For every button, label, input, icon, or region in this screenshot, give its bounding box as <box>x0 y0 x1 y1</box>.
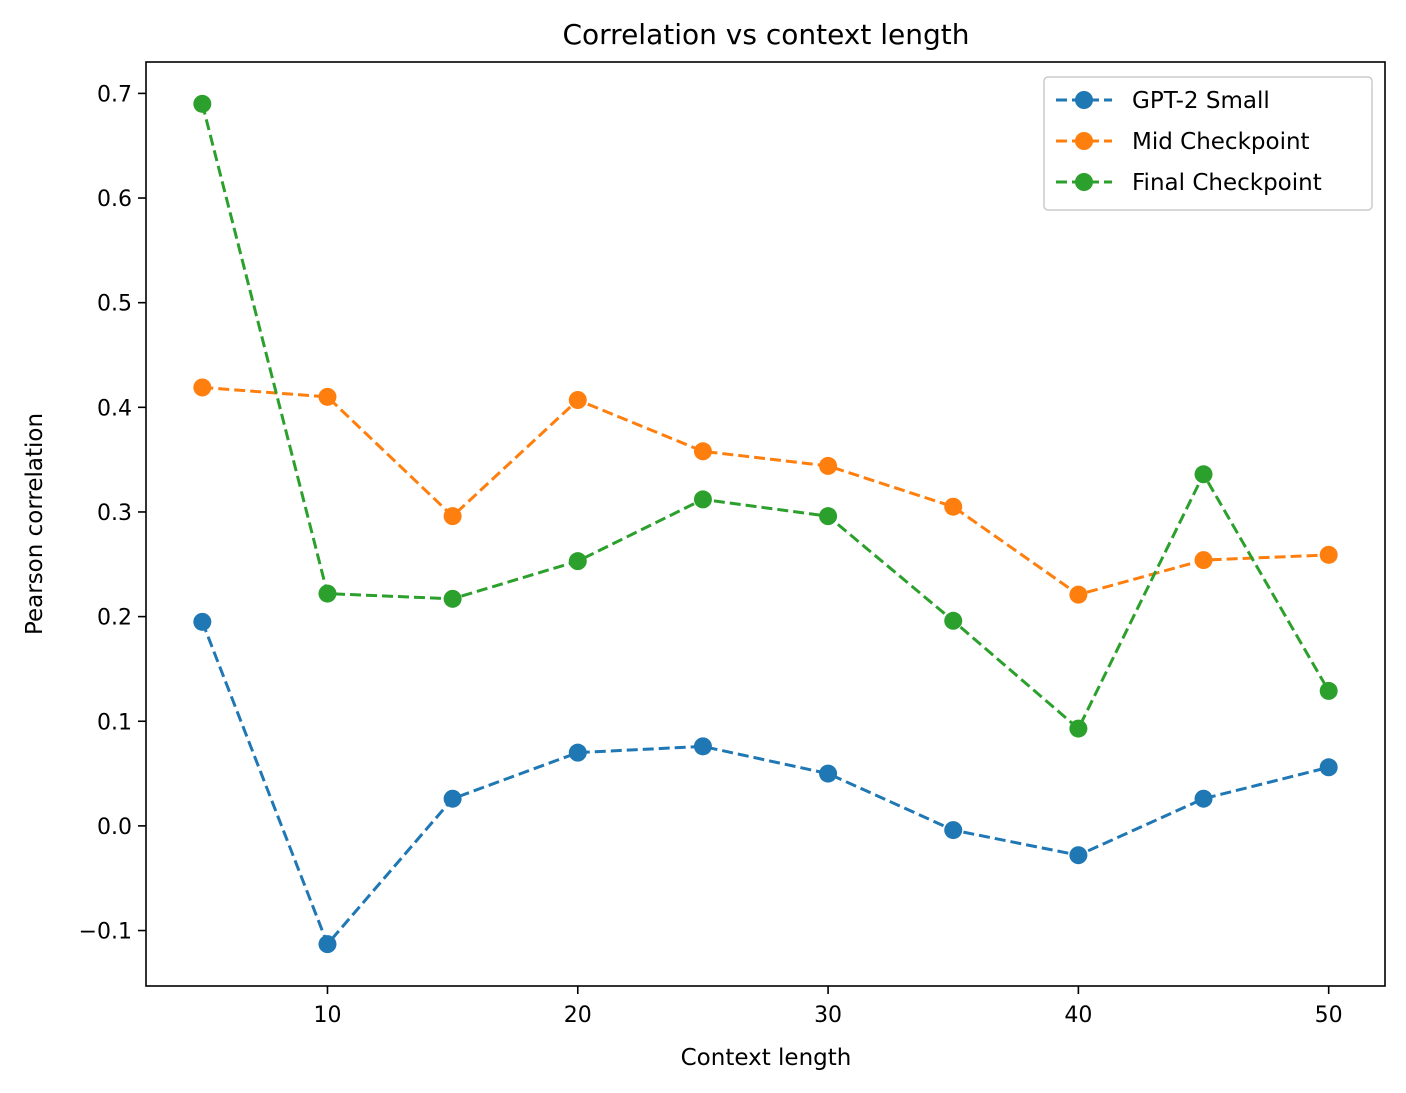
y-tick-label: 0.2 <box>97 606 132 631</box>
data-point-mid-checkpoint <box>819 456 838 475</box>
x-axis: 10 20 30 40 50 <box>313 986 1343 1028</box>
data-point-gpt-2-small <box>819 764 838 783</box>
y-tick-label: 0.0 <box>97 815 132 840</box>
y-axis-label: Pearson correlation <box>22 413 48 635</box>
data-point-final-checkpoint <box>193 94 212 113</box>
data-point-gpt-2-small <box>693 737 712 756</box>
data-point-gpt-2-small <box>443 789 462 808</box>
x-axis-label: Context length <box>681 1045 852 1071</box>
data-point-gpt-2-small <box>1194 789 1213 808</box>
x-tick-label: 50 <box>1315 1003 1343 1028</box>
data-point-mid-checkpoint <box>443 507 462 526</box>
data-point-final-checkpoint <box>443 589 462 608</box>
data-point-gpt-2-small <box>568 743 587 762</box>
data-point-final-checkpoint <box>1194 465 1213 484</box>
data-point-gpt-2-small <box>944 821 963 840</box>
x-tick-label: 20 <box>564 1003 592 1028</box>
data-point-final-checkpoint <box>944 611 963 630</box>
series-line-gpt-2-small <box>200 621 1330 947</box>
data-point-mid-checkpoint <box>1194 551 1213 570</box>
legend-marker-gpt-2-small <box>1075 91 1093 109</box>
series-line-final-checkpoint <box>200 103 1330 732</box>
y-tick-label: 0.1 <box>97 710 132 735</box>
y-tick-label: 0.4 <box>97 396 132 421</box>
series-line-mid-checkpoint <box>202 385 1329 597</box>
data-point-final-checkpoint <box>318 584 337 603</box>
y-tick-label: −0.1 <box>79 920 132 945</box>
x-tick-label: 40 <box>1064 1003 1092 1028</box>
data-point-final-checkpoint <box>819 507 838 526</box>
y-tick-label: 0.5 <box>97 292 132 317</box>
data-point-final-checkpoint <box>1319 681 1338 700</box>
data-point-gpt-2-small <box>318 935 337 954</box>
legend-box <box>1043 76 1373 211</box>
y-tick-label: 0.7 <box>97 82 132 107</box>
y-tick-label: 0.3 <box>97 501 132 526</box>
data-point-final-checkpoint <box>568 552 587 571</box>
legend: GPT-2 Small Mid Checkpoint Final Checkpoin… <box>1043 76 1373 211</box>
data-point-final-checkpoint <box>693 490 712 509</box>
legend-marker-mid-checkpoint <box>1075 132 1093 150</box>
data-point-mid-checkpoint <box>1069 585 1088 604</box>
data-point-mid-checkpoint <box>1319 545 1338 564</box>
legend-marker-final-checkpoint <box>1075 173 1093 191</box>
x-tick-label: 10 <box>313 1003 341 1028</box>
plot-frame <box>145 61 1386 987</box>
data-point-gpt-2-small <box>1319 758 1338 777</box>
plot-area <box>193 94 1338 954</box>
data-point-mid-checkpoint <box>193 378 212 397</box>
chart-title: Correlation vs context length <box>562 18 969 51</box>
data-point-mid-checkpoint <box>944 497 963 516</box>
data-point-mid-checkpoint <box>568 390 587 409</box>
y-axis: −0.1 0.0 0.1 0.2 0.3 0.4 0.5 0.6 0.7 <box>79 82 146 945</box>
y-tick-label: 0.6 <box>97 187 132 212</box>
data-point-gpt-2-small <box>1069 846 1088 865</box>
legend-label-gpt-2-small: GPT-2 Small <box>1132 88 1270 114</box>
x-tick-label: 30 <box>814 1003 842 1028</box>
data-point-mid-checkpoint <box>318 387 337 406</box>
data-point-mid-checkpoint <box>693 442 712 461</box>
legend-label-mid-checkpoint: Mid Checkpoint <box>1132 129 1310 155</box>
data-point-final-checkpoint <box>1069 719 1088 738</box>
legend-label-final-checkpoint: Final Checkpoint <box>1132 170 1322 196</box>
data-point-gpt-2-small <box>193 612 212 631</box>
